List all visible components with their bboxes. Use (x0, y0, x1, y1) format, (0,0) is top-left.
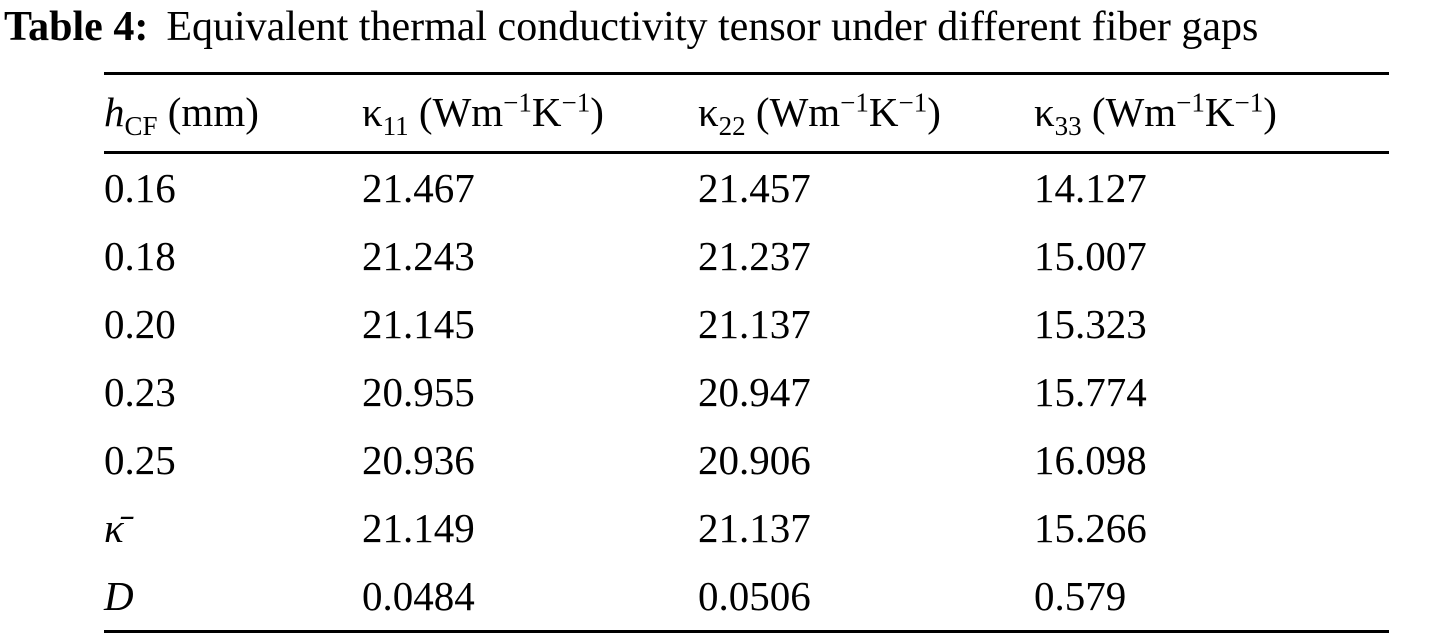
hcf-unit: (mm) (157, 89, 259, 135)
table-row: 0.16 21.467 21.457 14.127 (104, 153, 1389, 223)
cell-k33: 15.007 (1034, 233, 1147, 279)
table-row: 0.20 21.145 21.137 15.323 (104, 290, 1389, 358)
cell-k22: 0.0506 (698, 573, 811, 619)
cell-k22: 21.237 (698, 233, 811, 279)
k33-unit-2: K (1204, 89, 1235, 135)
table-header-row: hCF (mm) κ11 (Wm−1K−1) κ22 (Wm−1K−1) κ33… (104, 74, 1389, 153)
hcf-symbol: h (104, 89, 125, 135)
col-header-k22: κ22 (Wm−1K−1) (698, 74, 1034, 153)
k11-unit-2: K (531, 89, 562, 135)
k33-subscript: 33 (1054, 111, 1082, 142)
table-row-mean-kappa: κ̄ 21.149 21.137 15.266 (104, 494, 1389, 562)
cell-k22: 21.137 (698, 505, 811, 551)
cell-hcf: 0.18 (104, 233, 176, 279)
k22-sup-1: −1 (840, 87, 869, 118)
cell-k33: 15.774 (1034, 369, 1147, 415)
cell-hcf: 0.16 (104, 165, 176, 211)
cell-hcf: 0.20 (104, 301, 176, 347)
cell-k22: 21.137 (698, 301, 811, 347)
cell-k11: 20.936 (362, 437, 475, 483)
k11-subscript: 11 (382, 111, 409, 142)
table-row: 0.25 20.936 20.906 16.098 (104, 426, 1389, 494)
k33-sup-1: −1 (1176, 87, 1205, 118)
col-header-k33: κ33 (Wm−1K−1) (1034, 74, 1389, 153)
cell-hcf: 0.23 (104, 369, 176, 415)
k11-sup-2: −1 (561, 87, 591, 118)
col-header-hcf: hCF (mm) (104, 74, 362, 153)
table-caption-label: Table 4: (4, 4, 149, 50)
k11-symbol: κ (362, 89, 383, 135)
cell-k33: 16.098 (1034, 437, 1147, 483)
cell-k11: 21.145 (362, 301, 475, 347)
k11-unit-3: ) (590, 89, 604, 135)
k22-unit-3: ) (927, 89, 941, 135)
cell-k33: 14.127 (1034, 165, 1147, 211)
cell-k11: 20.955 (362, 369, 475, 415)
k33-symbol: κ (1034, 89, 1055, 135)
conductivity-table: hCF (mm) κ11 (Wm−1K−1) κ22 (Wm−1K−1) κ33… (104, 72, 1389, 633)
k11-sup-1: −1 (503, 87, 532, 118)
table-row: 0.18 21.243 21.237 15.007 (104, 222, 1389, 290)
cell-k11: 21.467 (362, 165, 475, 211)
k33-unit-1: (Wm (1081, 89, 1177, 135)
k22-subscript: 22 (718, 111, 746, 142)
table-row-dispersion: D 0.0484 0.0506 0.579 (104, 562, 1389, 632)
cell-k22: 20.947 (698, 369, 811, 415)
table-row: 0.23 20.955 20.947 15.774 (104, 358, 1389, 426)
table-caption: Table 4: Equivalent thermal conductivity … (4, 2, 1446, 52)
cell-k11: 0.0484 (362, 573, 475, 619)
cell-k33: 0.579 (1034, 573, 1127, 619)
k33-unit-3: ) (1263, 89, 1277, 135)
cell-k22: 20.906 (698, 437, 811, 483)
k22-sup-2: −1 (898, 87, 928, 118)
cell-k22: 21.457 (698, 165, 811, 211)
k22-symbol: κ (698, 89, 719, 135)
table-caption-text: Equivalent thermal conductivity tensor u… (166, 4, 1259, 50)
paper-table-figure: Table 4: Equivalent thermal conductivity … (4, 2, 1446, 633)
cell-k33: 15.323 (1034, 301, 1147, 347)
cell-hcf: 0.25 (104, 437, 176, 483)
cell-k11: 21.149 (362, 505, 475, 551)
k33-sup-2: −1 (1234, 87, 1264, 118)
cell-k11: 21.243 (362, 233, 475, 279)
cell-mean-kappa-symbol: κ̄ (104, 505, 124, 551)
cell-k33: 15.266 (1034, 505, 1147, 551)
cell-d-symbol: D (104, 573, 134, 619)
table-body: 0.16 21.467 21.457 14.127 0.18 21.243 21… (104, 153, 1389, 632)
table-header: hCF (mm) κ11 (Wm−1K−1) κ22 (Wm−1K−1) κ33… (104, 74, 1389, 153)
hcf-subscript: CF (124, 111, 158, 142)
k22-unit-2: K (868, 89, 899, 135)
k22-unit-1: (Wm (745, 89, 841, 135)
k11-unit-1: (Wm (408, 89, 504, 135)
col-header-k11: κ11 (Wm−1K−1) (362, 74, 698, 153)
